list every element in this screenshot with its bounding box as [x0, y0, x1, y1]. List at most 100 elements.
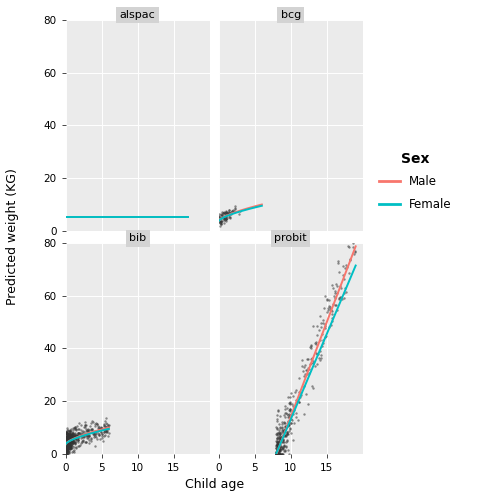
Point — [272, 437, 280, 446]
Point — [62, 448, 71, 456]
Point — [168, 190, 176, 198]
Point — [161, 201, 169, 209]
Point — [72, 435, 80, 443]
Point — [61, 429, 70, 437]
Point — [292, 409, 300, 417]
Point — [67, 431, 75, 439]
Point — [70, 446, 78, 454]
Point — [280, 426, 288, 434]
Point — [133, 216, 141, 224]
Point — [84, 427, 92, 435]
Point — [63, 437, 71, 445]
Point — [62, 443, 71, 451]
Point — [118, 203, 126, 211]
Point — [69, 211, 77, 219]
Point — [274, 438, 282, 446]
Point — [78, 221, 86, 229]
Point — [90, 428, 98, 436]
Point — [129, 211, 137, 219]
Point — [169, 226, 177, 234]
Point — [219, 214, 227, 222]
Point — [317, 320, 325, 328]
Point — [287, 419, 295, 427]
Point — [67, 435, 75, 443]
Point — [68, 439, 76, 447]
Point — [67, 204, 75, 212]
Point — [96, 434, 104, 443]
Point — [104, 421, 112, 429]
Point — [61, 429, 70, 437]
Point — [142, 206, 150, 214]
Point — [62, 424, 71, 432]
Point — [65, 201, 73, 209]
Point — [64, 436, 72, 445]
Point — [66, 427, 74, 435]
Point — [281, 425, 289, 433]
Point — [63, 433, 71, 441]
Point — [65, 441, 73, 449]
Point — [99, 436, 107, 445]
Point — [332, 294, 340, 302]
Point — [63, 441, 71, 449]
Point — [64, 432, 72, 440]
Point — [67, 435, 75, 443]
Point — [63, 440, 71, 448]
Point — [61, 448, 70, 456]
Point — [279, 437, 287, 446]
Point — [69, 197, 77, 205]
Point — [104, 226, 112, 234]
Point — [61, 202, 70, 210]
Point — [81, 430, 89, 438]
Point — [280, 441, 288, 449]
Point — [111, 207, 119, 215]
Point — [230, 205, 238, 213]
Point — [184, 212, 192, 220]
Point — [67, 435, 75, 443]
Point — [62, 185, 71, 194]
Point — [289, 402, 297, 410]
Point — [217, 214, 225, 222]
Point — [74, 434, 82, 442]
Point — [67, 436, 75, 444]
Point — [61, 443, 70, 451]
Point — [117, 197, 125, 205]
Point — [288, 400, 296, 408]
Point — [67, 431, 75, 439]
Point — [165, 211, 173, 219]
Point — [64, 435, 72, 443]
Point — [62, 447, 71, 455]
Point — [65, 212, 73, 220]
Point — [273, 450, 281, 458]
Point — [272, 444, 280, 452]
Point — [125, 225, 133, 233]
Point — [278, 438, 286, 446]
Point — [302, 366, 310, 374]
Point — [69, 424, 77, 432]
Point — [102, 426, 110, 434]
Point — [162, 223, 170, 231]
Point — [91, 220, 99, 228]
Point — [84, 426, 92, 434]
Point — [64, 436, 72, 445]
Point — [285, 406, 293, 414]
Point — [78, 221, 86, 229]
Point — [273, 429, 281, 437]
Point — [235, 210, 243, 218]
Point — [169, 226, 177, 234]
Point — [62, 438, 71, 446]
Point — [64, 208, 72, 216]
Point — [78, 438, 86, 446]
Point — [65, 210, 73, 218]
Point — [283, 410, 291, 418]
Point — [117, 185, 125, 193]
Point — [161, 207, 169, 215]
Point — [62, 219, 71, 227]
Point — [323, 295, 331, 303]
Point — [113, 217, 121, 225]
Point — [62, 199, 70, 207]
Point — [111, 226, 119, 234]
Point — [275, 447, 283, 455]
Point — [120, 225, 128, 233]
Point — [148, 219, 156, 227]
Point — [62, 205, 70, 213]
